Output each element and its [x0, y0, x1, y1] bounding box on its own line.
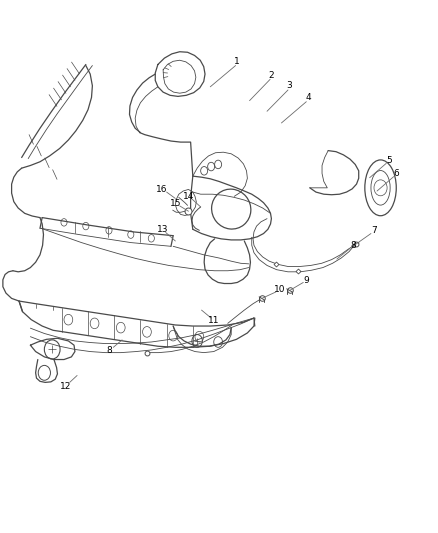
- Text: 16: 16: [155, 185, 167, 194]
- Text: 10: 10: [273, 285, 285, 294]
- Text: 9: 9: [304, 276, 309, 285]
- Text: 4: 4: [306, 93, 311, 102]
- Text: 7: 7: [371, 226, 377, 235]
- Text: 13: 13: [156, 225, 168, 234]
- Text: 3: 3: [286, 81, 292, 90]
- Text: 8: 8: [106, 346, 112, 355]
- Text: 8: 8: [350, 241, 357, 250]
- Text: 11: 11: [208, 316, 219, 325]
- Text: 6: 6: [394, 169, 399, 178]
- Text: 12: 12: [60, 382, 71, 391]
- Text: 5: 5: [386, 156, 392, 165]
- Text: 1: 1: [233, 58, 239, 66]
- Text: 14: 14: [183, 192, 194, 201]
- Text: 2: 2: [268, 70, 274, 79]
- Text: 15: 15: [170, 199, 181, 208]
